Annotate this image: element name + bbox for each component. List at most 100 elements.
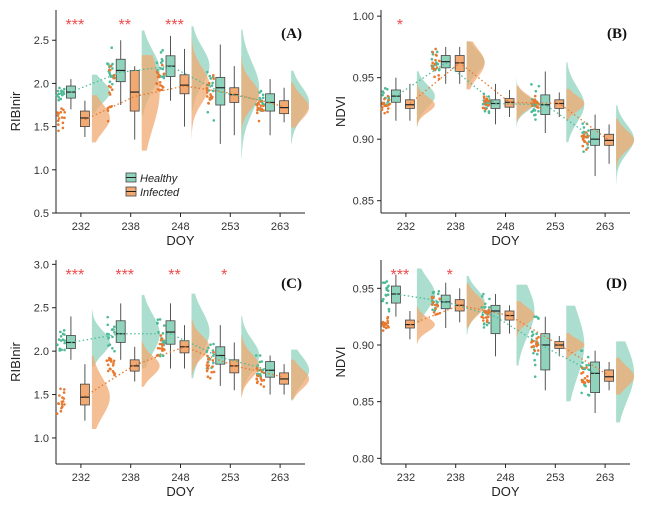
data-point-healthy bbox=[107, 63, 110, 66]
y-tick-label: 0.95 bbox=[353, 283, 374, 295]
data-point-infected bbox=[212, 350, 215, 354]
data-point-infected bbox=[155, 82, 159, 85]
data-point-infected bbox=[431, 50, 435, 54]
data-point-healthy bbox=[107, 337, 110, 340]
data-point-healthy bbox=[587, 140, 591, 144]
data-point-infected bbox=[207, 102, 210, 105]
data-point-infected bbox=[257, 119, 261, 123]
data-point-healthy bbox=[111, 335, 114, 339]
data-point-infected bbox=[112, 362, 115, 365]
violin-healthy bbox=[566, 305, 585, 402]
legend-label-healthy: Healthy bbox=[140, 173, 179, 185]
data-point-infected bbox=[57, 123, 60, 126]
y-tick-label: 1.00 bbox=[353, 11, 374, 23]
y-tick-label: 1.0 bbox=[34, 433, 49, 445]
panel-c-chart: 1.0 1.5 2.0 2.5 3.0 232 238 248 253 263 DOY RIBInir… bbox=[8, 259, 310, 499]
y-axis-title: NDVI bbox=[333, 346, 348, 377]
significance-stars: * bbox=[447, 267, 453, 284]
x-tick-label: 232 bbox=[72, 472, 90, 484]
data-point-healthy bbox=[212, 361, 215, 365]
data-point-infected bbox=[256, 374, 259, 377]
data-point-infected bbox=[57, 117, 61, 120]
violin-infected bbox=[616, 357, 635, 395]
significance-stars: *** bbox=[391, 267, 410, 284]
data-point-healthy bbox=[254, 354, 258, 357]
data-point-infected bbox=[55, 412, 59, 415]
data-point-healthy bbox=[583, 383, 586, 387]
violin-infected bbox=[291, 82, 310, 128]
data-point-infected bbox=[533, 94, 537, 98]
data-point-infected bbox=[431, 61, 434, 65]
data-point-healthy bbox=[533, 315, 536, 318]
mean-trend-infected bbox=[84, 85, 285, 121]
data-point-healthy bbox=[58, 347, 62, 351]
data-point-infected bbox=[160, 349, 164, 352]
data-point-healthy bbox=[487, 306, 491, 309]
panel-d: 0.80 0.85 0.90 0.95 232 238 248 253 263 DOY NDVI (D… bbox=[325, 250, 650, 501]
data-point-infected bbox=[381, 324, 384, 327]
data-point-infected bbox=[259, 376, 263, 380]
data-point-infected bbox=[106, 119, 110, 123]
data-point-infected bbox=[488, 99, 491, 103]
panel-a: 0.5 1.0 1.5 2.0 2.5 232 238 248 253 263 DOY RIBInir… bbox=[0, 0, 325, 250]
data-point-infected bbox=[430, 297, 434, 300]
data-point-infected bbox=[161, 343, 164, 346]
data-point-healthy bbox=[483, 109, 487, 113]
y-tick-label: 0.5 bbox=[34, 208, 49, 220]
data-point-healthy bbox=[587, 368, 591, 371]
data-point-healthy bbox=[256, 363, 260, 367]
y-axis-title: RIBInir bbox=[8, 341, 23, 381]
x-tick-label: 238 bbox=[122, 221, 140, 233]
data-point-infected bbox=[533, 349, 537, 353]
violin-infected bbox=[241, 55, 260, 146]
y-tick-label: 1.5 bbox=[34, 122, 49, 134]
data-point-healthy bbox=[580, 349, 583, 352]
data-point-infected bbox=[108, 68, 111, 72]
data-point-infected bbox=[530, 345, 534, 349]
data-point-infected bbox=[162, 72, 166, 76]
x-tick-label: 248 bbox=[171, 221, 189, 233]
data-point-infected bbox=[212, 77, 215, 80]
data-point-healthy bbox=[162, 339, 166, 343]
data-point-infected bbox=[113, 76, 116, 80]
data-point-infected bbox=[386, 94, 390, 98]
data-point-healthy bbox=[480, 305, 483, 309]
data-point-infected bbox=[262, 378, 266, 382]
data-point-infected bbox=[484, 316, 488, 319]
data-point-healthy bbox=[156, 318, 160, 321]
x-tick-label: 238 bbox=[447, 472, 465, 484]
violin-infected bbox=[516, 85, 535, 122]
data-point-healthy bbox=[60, 90, 64, 94]
data-point-healthy bbox=[533, 363, 537, 367]
violin-infected bbox=[141, 55, 160, 151]
data-point-healthy bbox=[531, 333, 535, 336]
violin-infected bbox=[141, 341, 160, 387]
data-point-healthy bbox=[385, 280, 389, 283]
data-point-healthy bbox=[161, 48, 164, 52]
y-tick-label: 3.0 bbox=[34, 259, 49, 271]
data-point-infected bbox=[536, 349, 540, 352]
box-healthy bbox=[215, 76, 226, 106]
data-point-healthy bbox=[162, 341, 166, 345]
data-point-infected bbox=[106, 363, 110, 367]
data-point-healthy bbox=[212, 119, 216, 122]
data-point-infected bbox=[160, 63, 164, 67]
data-point-infected bbox=[62, 108, 65, 112]
data-point-infected bbox=[586, 142, 589, 145]
data-point-healthy bbox=[438, 67, 441, 71]
data-point-infected bbox=[381, 320, 385, 324]
data-point-infected bbox=[107, 358, 111, 362]
data-point-infected bbox=[206, 358, 210, 361]
data-point-healthy bbox=[161, 59, 164, 63]
data-point-healthy bbox=[63, 341, 67, 345]
data-point-healthy bbox=[57, 96, 61, 99]
data-point-infected bbox=[383, 104, 387, 108]
data-point-healthy bbox=[113, 331, 116, 334]
data-point-infected bbox=[112, 73, 116, 77]
x-tick-label: 253 bbox=[221, 221, 239, 233]
panel-label: (B) bbox=[607, 26, 627, 42]
violin-infected bbox=[466, 41, 485, 90]
data-point-infected bbox=[156, 346, 160, 350]
data-point-infected bbox=[156, 71, 160, 75]
data-point-healthy bbox=[385, 286, 388, 290]
